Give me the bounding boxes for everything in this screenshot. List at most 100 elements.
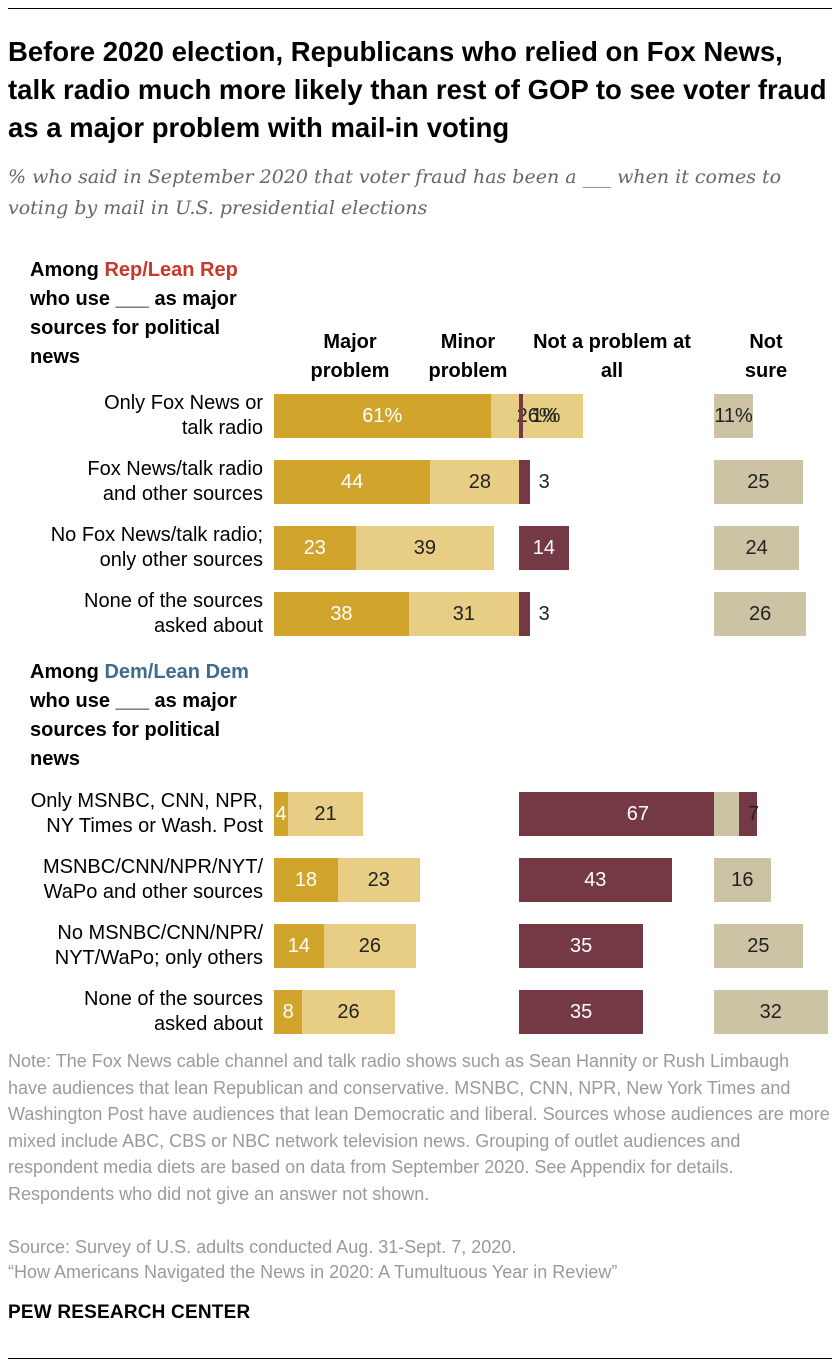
bar-not-problem xyxy=(519,460,530,504)
column-header-not-sure: Not sure xyxy=(744,331,788,382)
bar-major xyxy=(274,792,289,836)
source-text: Source: Survey of U.S. adults conducted … xyxy=(8,1237,517,1257)
data-label-not-problem: 14 xyxy=(532,537,555,559)
data-label-not-sure: 25 xyxy=(747,471,770,493)
row-label-line: asked about xyxy=(154,615,263,637)
chart-note: Note: The Fox News cable channel and tal… xyxy=(8,1051,830,1204)
bar-not-problem xyxy=(519,858,672,902)
group-label-dem: Among Dem/Lean Dem who use ___ as major … xyxy=(30,658,270,774)
bar-not-problem xyxy=(519,394,523,438)
data-label-minor: 26 xyxy=(358,935,381,957)
row-label-line: No Fox News/talk radio; xyxy=(50,524,263,546)
data-label-minor: 23 xyxy=(367,869,390,891)
data-label-not-sure: 25 xyxy=(747,935,770,957)
bar-not-sure xyxy=(714,526,800,570)
data-label-not-sure: 26 xyxy=(749,603,772,625)
data-label-major: 8 xyxy=(282,1001,294,1023)
bar-not-sure xyxy=(714,924,803,968)
report-title: “How Americans Navigated the News in 202… xyxy=(8,1262,618,1282)
row-label: Fox News/talk radio and other sources xyxy=(0,457,263,507)
bar-not-problem xyxy=(519,924,644,968)
chart-title: Before 2020 election, Republicans who re… xyxy=(8,36,827,143)
data-label-minor: 21 xyxy=(314,803,337,825)
bar-not-problem xyxy=(519,526,569,570)
bar-not-sure xyxy=(714,858,771,902)
bar-major xyxy=(274,924,324,968)
row-label-line: Only MSNBC, CNN, NPR, xyxy=(30,790,263,812)
data-label-minor: 39 xyxy=(413,537,436,559)
data-label-minor: 26% xyxy=(516,405,557,427)
group-highlight-rep: Rep/Lean Rep xyxy=(104,259,238,281)
bar-not-problem xyxy=(519,990,644,1034)
data-label-major: 38 xyxy=(330,603,353,625)
bar-major xyxy=(274,990,303,1034)
bar-major xyxy=(274,526,356,570)
row-label-line: MSNBC/CNN/NPR/NYT/ xyxy=(42,856,263,878)
row-label-line: and other sources xyxy=(102,483,263,505)
group-suffix: who use ___ as major sources for politic… xyxy=(30,690,237,770)
source-block: Source: Survey of U.S. adults conducted … xyxy=(8,1235,830,1285)
bar-minor xyxy=(355,526,495,570)
row-label-line: None of the sources xyxy=(84,590,263,612)
group-prefix: Among xyxy=(30,259,105,281)
bar-minor xyxy=(288,792,363,836)
data-label-not-sure: 16 xyxy=(731,869,754,891)
data-label-not-sure: 11% xyxy=(714,405,753,427)
data-label-not-problem: 35 xyxy=(570,1001,593,1023)
row-label-line: None of the sources xyxy=(84,988,263,1010)
brand-logo-text: PEW RESEARCH CENTER xyxy=(8,1302,251,1323)
column-header-minor: Minor problem xyxy=(428,331,508,382)
row-label-line: WaPo and other sources xyxy=(43,881,263,903)
bar-major xyxy=(274,460,431,504)
bar-not-sure xyxy=(714,592,807,636)
data-label-major: 44 xyxy=(340,471,364,493)
row-label: No Fox News/talk radio; only other source… xyxy=(0,523,263,573)
row-label: None of the sources asked about xyxy=(0,589,263,639)
bar-major xyxy=(274,394,491,438)
row-label: Only Fox News or talk radio xyxy=(0,391,263,441)
row-label-line: No MSNBC/CNN/NPR/ xyxy=(57,922,263,944)
row-label: Only MSNBC, CNN, NPR, NY Times or Wash. P… xyxy=(0,789,263,839)
bar-not-problem xyxy=(519,592,530,636)
data-label-minor: 28 xyxy=(468,471,491,493)
data-label-not-sure: 24 xyxy=(745,537,768,559)
row-label-line: only other sources xyxy=(99,549,263,571)
bar-not-sure xyxy=(714,990,828,1034)
data-label-major: 23 xyxy=(303,537,326,559)
row-label: None of the sources asked about xyxy=(0,987,263,1037)
row-label-line: asked about xyxy=(154,1013,263,1035)
data-label-not-problem: 1% xyxy=(531,405,561,427)
bar-minor xyxy=(408,592,519,636)
bar-major xyxy=(274,592,409,636)
data-label-not-sure: 32 xyxy=(759,1001,782,1023)
group-highlight-dem: Dem/Lean Dem xyxy=(104,661,249,683)
bar-not-sure xyxy=(714,460,803,504)
bar-not-sure xyxy=(714,394,754,438)
top-rule xyxy=(8,8,832,9)
row-label: No MSNBC/CNN/NPR/NYT/WaPo; only others xyxy=(0,921,263,971)
column-header-not-problem: Not a problem at all xyxy=(533,331,691,382)
data-label-major: 61% xyxy=(362,405,403,427)
column-header-major: Major problem xyxy=(310,331,390,382)
data-label-not-problem: 3 xyxy=(538,603,550,625)
bar-minor xyxy=(430,460,530,504)
data-label-minor: 31 xyxy=(452,603,476,625)
row-label-line: NY Times or Wash. Post xyxy=(46,815,263,837)
bar-minor xyxy=(337,858,420,902)
bar-major xyxy=(274,858,338,902)
data-label-not-problem: 3 xyxy=(538,471,550,493)
bar-minor xyxy=(490,394,583,438)
group-prefix: Among xyxy=(30,661,105,683)
data-label-minor: 26 xyxy=(337,1001,360,1023)
group-label-rep: Among Rep/Lean Rep who use ___ as major … xyxy=(30,256,270,372)
bar-minor xyxy=(302,990,395,1034)
data-label-not-sure: 7 xyxy=(747,803,759,825)
row-label-line: talk radio xyxy=(181,417,263,439)
data-label-major: 18 xyxy=(294,869,318,891)
data-label-major: 14 xyxy=(287,935,310,957)
chart-subtitle: % who said in September 2020 that voter … xyxy=(8,166,782,219)
data-label-not-problem: 43 xyxy=(584,869,607,891)
row-label-line: NYT/WaPo; only others xyxy=(54,947,263,969)
row-label: MSNBC/CNN/NPR/NYT/WaPo and other sources xyxy=(0,855,263,905)
row-label-line: Fox News/talk radio xyxy=(87,458,263,480)
